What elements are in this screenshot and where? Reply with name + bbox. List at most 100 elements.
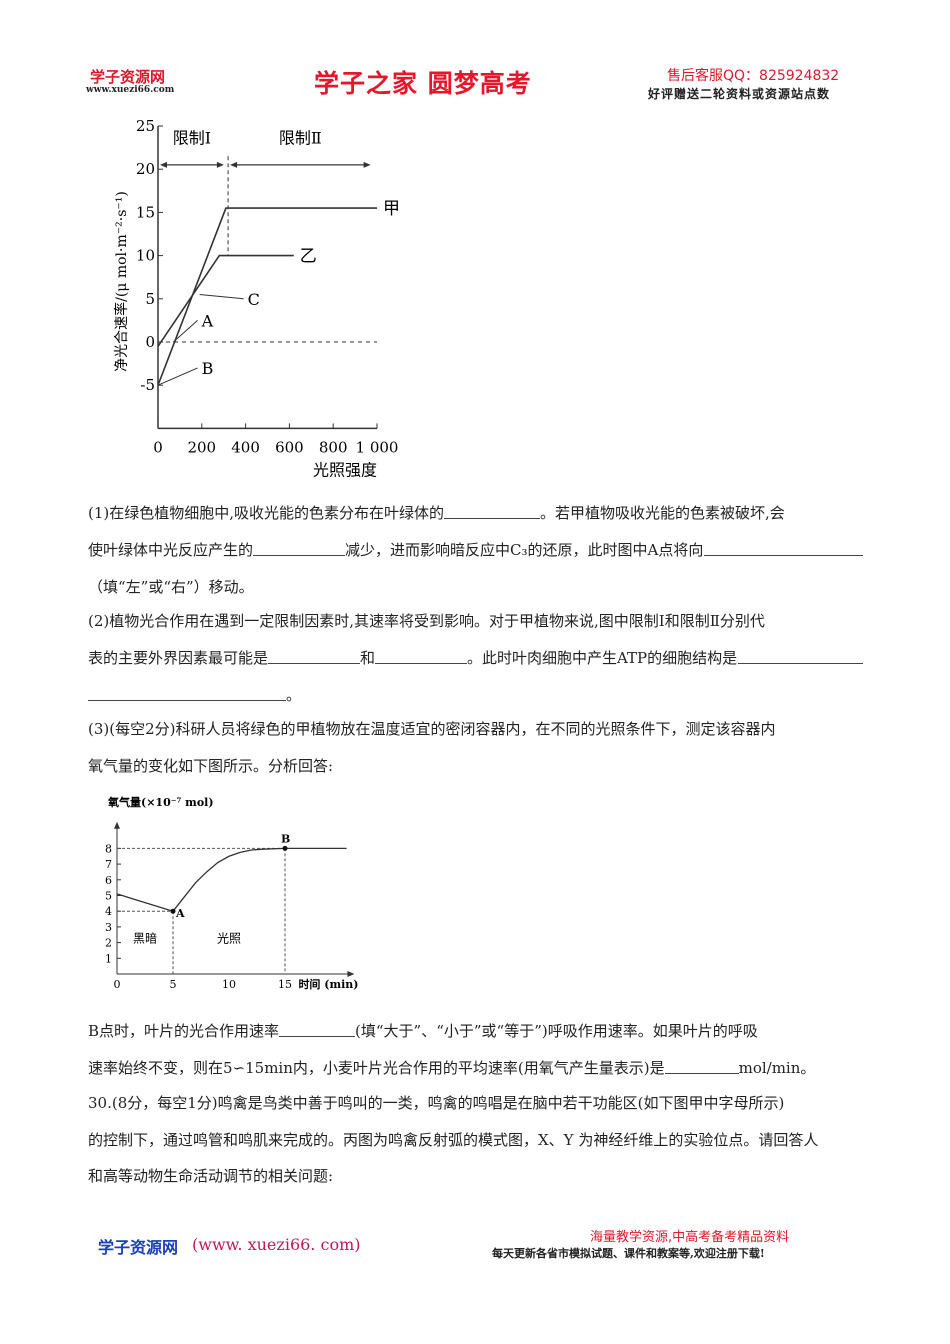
oxygen-curve — [116, 847, 347, 912]
text: 速率始终不变，则在5∽15min内，小麦叶片光合作用的平均速率(用氧气产生量表示… — [88, 1059, 665, 1077]
point-label: A — [175, 907, 185, 920]
x-tick-label: 200 — [187, 438, 216, 456]
text: (填“大于”、“小于”或“等于”)呼吸作用速率。如果叶片的呼吸 — [355, 1022, 758, 1040]
annotation-label: A — [201, 311, 214, 330]
text: (3)(每空2分)科研人员将绿色的甲植物放在温度适宜的密闭容器内，在不同的光照条… — [88, 720, 776, 738]
text: B点时，叶片的光合作用速率 — [88, 1022, 280, 1040]
text: (1)在绿色植物细胞中,吸收光能的色素分布在叶绿体的 — [88, 504, 445, 522]
answer-blank[interactable] — [253, 540, 346, 556]
answer-blank[interactable] — [88, 685, 286, 701]
chart-net-photosynthesis: -5 0 5 10 15 20 25 0 200 400 600 800 1 000 光照强度 净光合速率/… — [113, 117, 400, 479]
y-tick-label: 4 — [105, 905, 112, 918]
x-tick-label: 1 000 — [356, 438, 399, 456]
x-tick-label: 600 — [275, 438, 304, 456]
text: 氧气量的变化如下图所示。分析回答: — [88, 757, 334, 775]
series-label: 乙 — [300, 247, 317, 267]
chart-oxygen-amount: 氧气量(×10⁻⁷ mol) 时间 (min) 1 2 3 4 5 6 7 8 0 5 10 15 A B 黑暗… — [105, 795, 359, 991]
point-label: B — [281, 832, 290, 845]
q3-line4: 速率始终不变，则在5∽15min内，小麦叶片光合作用的平均速率(用氧气产生量表示… — [88, 1058, 864, 1078]
series-line-甲 — [157, 207, 377, 386]
header-logo-url: www.xuezi66.com — [86, 85, 175, 95]
text: mol/min。 — [738, 1059, 816, 1077]
y-axis-label: 氧气量(×10⁻⁷ mol) — [107, 795, 214, 809]
y-tick-label: 3 — [105, 921, 112, 934]
text: 和高等动物生命活动调节的相关问题: — [88, 1167, 334, 1185]
x-tick-label: 0 — [114, 978, 121, 991]
x-tick-label: 10 — [222, 978, 236, 991]
q2-line2: 表的主要外界因素最可能是 和 。此时叶肉细胞中产生ATP的细胞结构是 — [88, 648, 864, 668]
text: （填“左”或“右”）移动。 — [88, 578, 254, 596]
text: 30.(8分，每空1分)鸣禽是鸟类中善于鸣叫的一类，鸣禽的鸣唱是在脑中若干功能区… — [88, 1094, 785, 1112]
data-point-A — [170, 908, 176, 914]
annotation-label: B — [202, 359, 214, 378]
annotation-leader — [199, 293, 244, 300]
region-label: 限制Ⅰ — [173, 128, 211, 147]
y-axis-label: 净光合速率/(μ mol·m⁻²·s⁻¹) — [113, 191, 130, 372]
y-tick-label: 7 — [105, 858, 112, 871]
y-tick-label: 25 — [136, 117, 155, 135]
q30-line3: 和高等动物生命活动调节的相关问题: — [88, 1166, 864, 1186]
footer-url[interactable]: (www. xuezi66. com) — [192, 1235, 361, 1254]
service-qq: 售后客服QQ：825924832 — [667, 68, 840, 84]
q30-line1: 30.(8分，每空1分)鸣禽是鸟类中善于鸣叫的一类，鸣禽的鸣唱是在脑中若干功能区… — [88, 1093, 864, 1113]
y-tick-label: 15 — [136, 203, 155, 221]
text: 。此时叶肉细胞中产生ATP的细胞结构是 — [467, 649, 738, 667]
answer-blank[interactable] — [375, 648, 468, 664]
q2-line3: 。 — [88, 685, 864, 705]
answer-blank[interactable] — [268, 648, 361, 664]
text: 和 — [360, 649, 376, 667]
y-tick-label: 8 — [105, 842, 112, 855]
x-tick-label: 400 — [231, 438, 260, 456]
x-tick-label: 0 — [153, 438, 163, 456]
answer-blank[interactable] — [444, 503, 541, 519]
x-tick-label: 800 — [319, 438, 348, 456]
text: 。若甲植物吸收光能的色素被破坏,会 — [540, 504, 785, 522]
x-axis-arrow — [347, 971, 355, 977]
q30-line2: 的控制下，通过鸣管和鸣肌来完成的。丙图为鸣禽反射弧的模式图，X、Y 为神经纤维上… — [88, 1130, 864, 1150]
text: (2)植物光合作用在遇到一定限制因素时,其速率将受到影响。对于甲植物来说,图中限… — [88, 612, 765, 630]
footer-notice: 每天更新各省市模拟试题、课件和教案等,欢迎注册下载! — [492, 1247, 765, 1260]
text: 。 — [286, 686, 302, 704]
footer-slogan: 海量教学资源,中高考备考精品资料 — [590, 1230, 790, 1245]
y-tick-label: 1 — [105, 952, 112, 965]
y-tick-label: 5 — [145, 290, 155, 308]
q1-line1: (1)在绿色植物细胞中,吸收光能的色素分布在叶绿体的 。若甲植物吸收光能的色素被破… — [88, 503, 864, 523]
text: 表的主要外界因素最可能是 — [88, 649, 269, 667]
x-tick-label: 5 — [170, 978, 177, 991]
q1-line2: 使叶绿体中光反应产生的 减少，进而影响暗反应中C₃的还原，此时图中A点将向 — [88, 540, 864, 560]
region-label: 黑暗 — [133, 931, 157, 946]
annotation-label: C — [248, 290, 260, 309]
q3-line3: B点时，叶片的光合作用速率 (填“大于”、“小于”或“等于”)呼吸作用速率。如果叶… — [88, 1021, 864, 1041]
promo-text: 好评赠送二轮资料或资源站点数 — [648, 87, 831, 101]
annotation-leader — [157, 367, 198, 386]
answer-blank[interactable] — [704, 540, 863, 556]
y-tick-label: 6 — [105, 874, 112, 887]
y-tick-label: 0 — [145, 333, 155, 351]
q1-line3: （填“左”或“右”）移动。 — [88, 577, 864, 597]
q3-line2: 氧气量的变化如下图所示。分析回答: — [88, 756, 864, 776]
x-axis-label: 时间 (min) — [298, 977, 358, 991]
y-tick-label: 5 — [105, 890, 112, 903]
answer-blank[interactable] — [664, 1058, 739, 1074]
annotation-leader — [172, 320, 198, 343]
page-title: 学子之家 圆梦高考 — [314, 69, 532, 98]
y-tick-label: 20 — [136, 160, 155, 178]
x-axis-label: 光照强度 — [313, 460, 377, 479]
region-label: 光照 — [217, 932, 241, 946]
text: 的控制下，通过鸣管和鸣肌来完成的。丙图为鸣禽反射弧的模式图，X、Y 为神经纤维上… — [88, 1131, 819, 1149]
answer-blank[interactable] — [279, 1021, 356, 1037]
data-point-B — [282, 845, 288, 851]
footer-logo: 学子资源网 — [98, 1238, 179, 1257]
region-label: 限制Ⅱ — [279, 128, 322, 147]
answer-blank[interactable] — [738, 648, 863, 664]
y-tick-label: 2 — [105, 937, 112, 950]
q3-line1: (3)(每空2分)科研人员将绿色的甲植物放在温度适宜的密闭容器内，在不同的光照条… — [88, 719, 864, 739]
header-logo: 学子资源网 — [90, 68, 166, 86]
y-tick-label: 10 — [136, 247, 155, 265]
series-line-乙 — [157, 254, 294, 347]
text: 减少，进而影响暗反应中C₃的还原，此时图中A点将向 — [345, 541, 704, 559]
y-tick-label: -5 — [140, 376, 155, 394]
x-tick-label: 15 — [278, 978, 292, 991]
arrowhead — [160, 161, 224, 168]
q2-line1: (2)植物光合作用在遇到一定限制因素时,其速率将受到影响。对于甲植物来说,图中限… — [88, 611, 864, 631]
